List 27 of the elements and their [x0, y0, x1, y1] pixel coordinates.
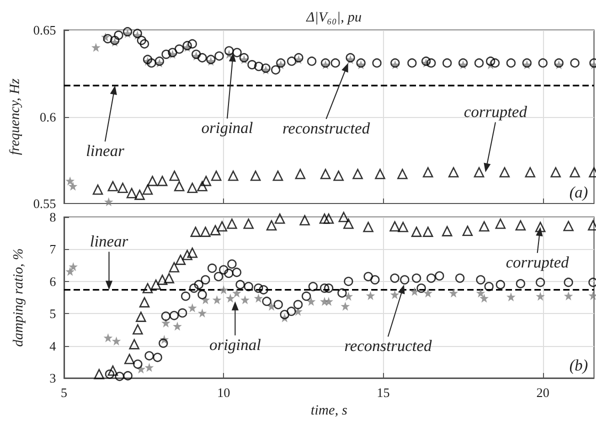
annotation: corrupted	[506, 254, 570, 272]
annotation: reconstructed	[282, 120, 371, 138]
y-axis-title: frequency, Hz	[8, 78, 23, 155]
y-axis-title: damping ratio, %	[12, 248, 26, 347]
annotation: corrupted	[464, 104, 528, 121]
y-tick-label: 6	[50, 274, 56, 289]
annotation: original	[209, 336, 262, 354]
y-tick-label: 5	[50, 306, 56, 322]
y-tick-label: 8	[50, 210, 56, 224]
y-tick-label: 0.55	[33, 196, 56, 211]
y-tick-label: 7	[50, 242, 56, 257]
x-tick-label: 5	[60, 385, 68, 400]
chart-title: Δ|V₆₀|, pu	[305, 10, 362, 26]
x-tick-label: 20	[536, 385, 550, 400]
annotation: reconstructed	[344, 338, 433, 356]
annotation: (b)	[569, 358, 588, 374]
x-tick-label: 15	[376, 385, 390, 400]
x-axis-title: time, s	[310, 404, 348, 418]
ref-line-label: linear	[86, 143, 125, 160]
annotation: original	[201, 120, 254, 138]
ref-line-label: linear	[90, 233, 129, 250]
y-tick-label: 4	[50, 338, 56, 354]
annotation: (a)	[569, 184, 588, 202]
y-tick-label: 0.65	[33, 22, 56, 38]
y-tick-label: 0.6	[40, 109, 56, 124]
x-tick-label: 10	[217, 385, 230, 400]
y-tick-label: 3	[50, 370, 56, 386]
